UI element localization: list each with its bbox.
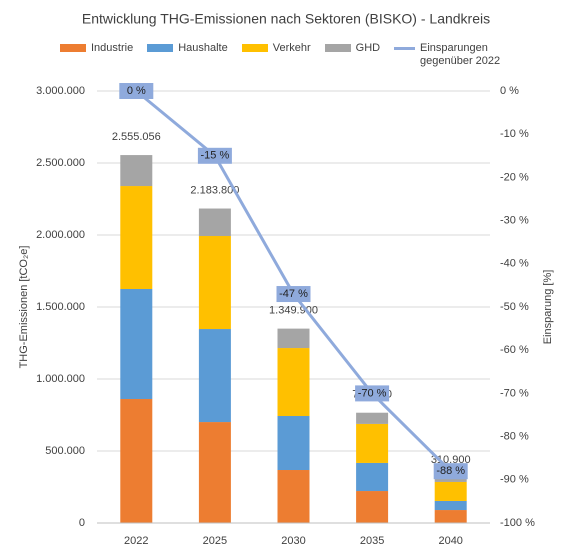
y2-axis-label: Einsparung [%] bbox=[542, 270, 554, 345]
legend-label: Industrie bbox=[91, 42, 134, 54]
bar-segment bbox=[356, 412, 389, 424]
bar-segment bbox=[434, 510, 467, 523]
y-tick-label: 2.500.000 bbox=[36, 157, 85, 169]
bar-segment bbox=[434, 481, 467, 501]
x-tick-label: 2025 bbox=[203, 535, 227, 547]
y2-tick-label: -20 % bbox=[500, 171, 529, 183]
legend: Industrie Haushalte Verkehr GHD Einsparungen… bbox=[60, 42, 540, 68]
y2-tick-label: -40 % bbox=[500, 258, 529, 270]
y-tick-label: 1.000.000 bbox=[36, 373, 85, 385]
data-label: -88 % bbox=[436, 465, 465, 477]
data-label: 0 % bbox=[127, 85, 146, 97]
legend-label: Einsparungen gegenüber 2022 bbox=[420, 42, 501, 67]
bar-segment bbox=[120, 399, 153, 523]
bar-segment bbox=[198, 208, 231, 237]
x-tick-label: 2040 bbox=[438, 535, 462, 547]
total-label: 2.183.800 bbox=[190, 184, 239, 196]
legend-label: Verkehr bbox=[272, 42, 311, 54]
bar-segment bbox=[434, 478, 467, 482]
y2-tick-label: -90 % bbox=[500, 474, 529, 486]
legend-item: GHD bbox=[324, 42, 381, 68]
bar-segment bbox=[356, 462, 389, 492]
data-label: -47 % bbox=[279, 288, 308, 300]
bar-segment bbox=[120, 186, 153, 289]
legend-item: Verkehr bbox=[241, 42, 311, 68]
x-tick-label: 2035 bbox=[360, 535, 384, 547]
bar-segment bbox=[198, 422, 231, 523]
data-label-box bbox=[119, 83, 154, 99]
bar-segment bbox=[277, 328, 310, 349]
y2-tick-label: -10 % bbox=[500, 128, 529, 140]
y-tick-label: 500.000 bbox=[45, 445, 85, 457]
y-tick-label: 1.500.000 bbox=[36, 301, 85, 313]
y2-tick-label: 0 % bbox=[500, 85, 519, 97]
y2-tick-label: -70 % bbox=[500, 387, 529, 399]
total-label: 2.555.056 bbox=[112, 131, 161, 143]
y2-tick-label: -60 % bbox=[500, 344, 529, 356]
y2-tick-label: -100 % bbox=[500, 517, 535, 529]
data-label: -15 % bbox=[201, 150, 230, 162]
bar-segment bbox=[434, 500, 467, 511]
legend-label: Haushalte bbox=[178, 42, 228, 54]
y-tick-label: 2.000.000 bbox=[36, 229, 85, 241]
data-label-box bbox=[433, 463, 468, 480]
legend-swatch bbox=[147, 44, 174, 52]
y2-tick-label: -80 % bbox=[500, 431, 529, 443]
legend-label: GHD bbox=[355, 42, 381, 54]
legend-swatch bbox=[394, 47, 415, 50]
bar-segment bbox=[120, 155, 153, 187]
chart-title: Entwicklung THG-Emissionen nach Sektoren… bbox=[82, 11, 490, 27]
y-axis-label: THG-Emissionen [tCO₂e] bbox=[18, 246, 30, 369]
legend-swatch bbox=[324, 44, 351, 52]
y-tick-label: 3.000.000 bbox=[36, 85, 85, 97]
y-tick-label: 0 bbox=[79, 517, 85, 529]
legend-swatch bbox=[60, 44, 86, 52]
legend-swatch bbox=[241, 44, 268, 52]
bar-segment bbox=[277, 416, 310, 471]
legend-item: Einsparungen gegenüber 2022 bbox=[394, 42, 540, 68]
bar-segment bbox=[277, 348, 310, 417]
data-label-box bbox=[197, 147, 232, 164]
data-label: -70 % bbox=[358, 387, 387, 399]
y2-tick-label: -50 % bbox=[500, 301, 529, 313]
bar-segment bbox=[356, 491, 389, 523]
bar-segment bbox=[198, 329, 231, 423]
data-label-box bbox=[355, 385, 390, 402]
legend-item: Haushalte bbox=[147, 42, 228, 68]
legend-item: Industrie bbox=[60, 42, 133, 68]
y2-tick-label: -30 % bbox=[500, 215, 529, 227]
data-label-box bbox=[276, 286, 311, 303]
x-tick-label: 2022 bbox=[124, 535, 148, 547]
bar-segment bbox=[198, 236, 231, 330]
bar-segment bbox=[356, 423, 389, 463]
bar-segment bbox=[120, 289, 153, 400]
x-tick-label: 2030 bbox=[281, 535, 305, 547]
bar-segment bbox=[277, 470, 310, 523]
